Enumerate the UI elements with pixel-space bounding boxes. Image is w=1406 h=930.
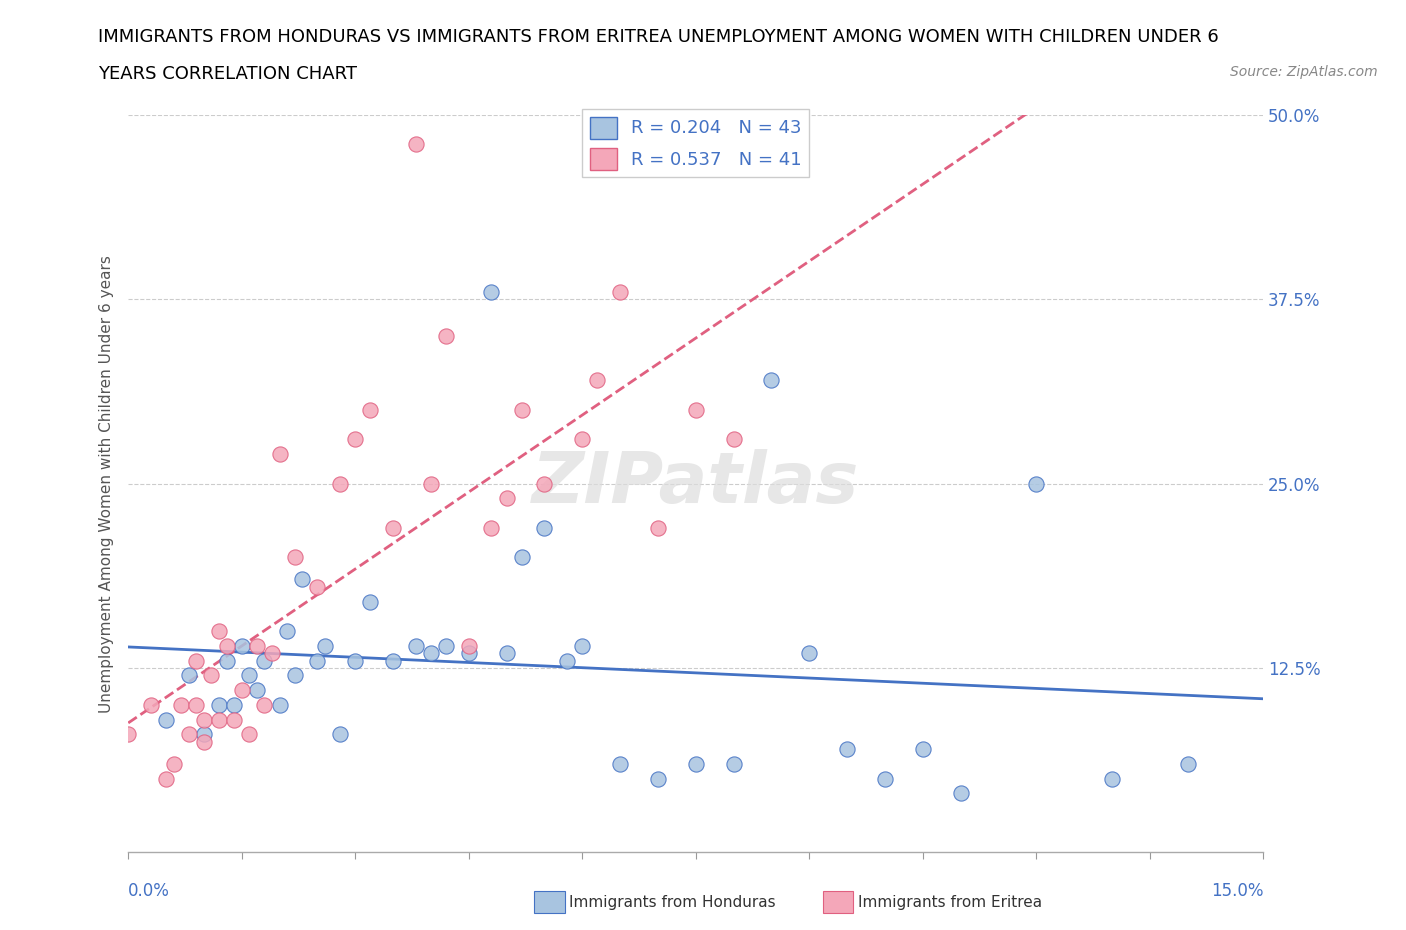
Point [405,638,427,653]
Point [246,638,269,653]
Point [155,771,177,786]
Point [117,727,139,742]
Point [434,638,457,653]
Point [495,645,517,660]
Point [873,771,896,786]
Point [139,698,162,712]
Point [359,403,381,418]
Legend: R = 0.204   N = 43, R = 0.537   N = 41: R = 0.204 N = 43, R = 0.537 N = 41 [582,110,808,177]
Point [231,683,253,698]
Text: Immigrants from Eritrea: Immigrants from Eritrea [858,895,1042,910]
Point [276,624,298,639]
Point [555,653,578,668]
Point [253,653,276,668]
Point [260,645,283,660]
Point [685,403,707,418]
Point [177,668,200,683]
Point [533,521,555,536]
Point [495,491,517,506]
Point [224,698,246,712]
Point [419,476,441,491]
Point [307,653,329,668]
Point [238,668,260,683]
Y-axis label: Unemployment Among Women with Children Under 6 years: Unemployment Among Women with Children U… [100,255,114,712]
Point [208,624,231,639]
Point [307,579,329,594]
Point [329,727,352,742]
Point [208,698,231,712]
Point [609,756,631,771]
Point [193,712,215,727]
Point [647,771,669,786]
Point [155,712,177,727]
Point [647,521,669,536]
Point [314,638,336,653]
Point [344,432,367,446]
Point [457,638,479,653]
Point [231,638,253,653]
Point [269,698,291,712]
Point [193,727,215,742]
Point [510,550,533,565]
Point [419,645,441,660]
Point [284,668,307,683]
Point [1025,476,1047,491]
Point [344,653,367,668]
Text: Immigrants from Honduras: Immigrants from Honduras [569,895,776,910]
Point [215,653,238,668]
Point [382,653,405,668]
Point [481,285,503,299]
Point [761,373,783,388]
Point [911,741,934,756]
Point [208,712,231,727]
Text: 0.0%: 0.0% [128,882,170,899]
Point [215,638,238,653]
Point [723,432,745,446]
Point [200,668,222,683]
Point [291,572,314,587]
Text: Source: ZipAtlas.com: Source: ZipAtlas.com [1230,65,1378,79]
Point [799,645,821,660]
Point [586,373,609,388]
Point [481,521,503,536]
Point [685,756,707,771]
Point [238,727,260,742]
Point [835,741,858,756]
Point [571,432,593,446]
Point [1177,756,1199,771]
Point [1101,771,1123,786]
Point [949,786,972,801]
Point [382,521,405,536]
Point [434,328,457,343]
Point [723,756,745,771]
Point [533,476,555,491]
Text: YEARS CORRELATION CHART: YEARS CORRELATION CHART [98,65,357,83]
Point [170,698,193,712]
Point [193,734,215,749]
Point [177,727,200,742]
Text: ZIPatlas: ZIPatlas [531,449,859,518]
Text: IMMIGRANTS FROM HONDURAS VS IMMIGRANTS FROM ERITREA UNEMPLOYMENT AMONG WOMEN WIT: IMMIGRANTS FROM HONDURAS VS IMMIGRANTS F… [98,28,1219,46]
Point [224,712,246,727]
Point [269,446,291,461]
Point [186,653,208,668]
Point [405,137,427,152]
Point [246,683,269,698]
Point [253,698,276,712]
Point [457,645,479,660]
Point [609,285,631,299]
Point [329,476,352,491]
Point [186,698,208,712]
Point [510,403,533,418]
Point [284,550,307,565]
Point [163,756,186,771]
Point [571,638,593,653]
Text: 15.0%: 15.0% [1211,882,1263,899]
Point [359,594,381,609]
